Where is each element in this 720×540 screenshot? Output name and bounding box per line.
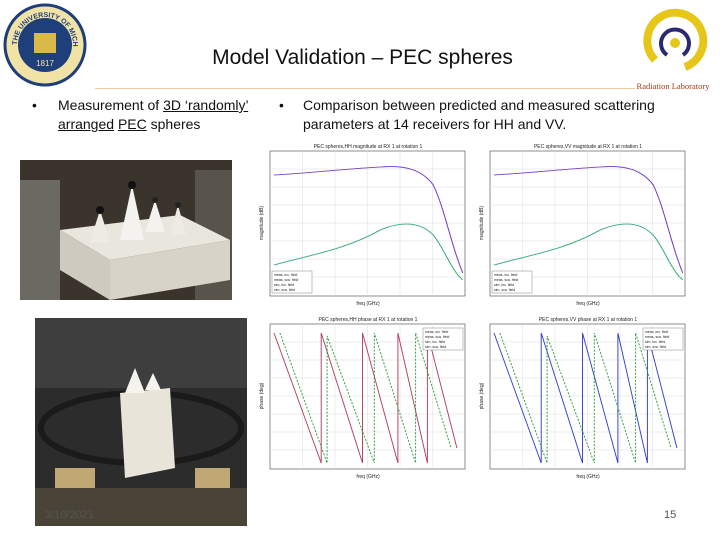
- plot-title: PEC spheres,HH magnitude at RX 1 at rota…: [314, 144, 423, 150]
- plot-curve: [273, 332, 458, 464]
- plot-image: PEC spheres,VV magnitude at RX 1 at rota…: [479, 144, 686, 307]
- legend-entry: sim, inc. field: [425, 340, 445, 344]
- legend-entry: meas, inc. field: [274, 273, 297, 277]
- plot-curves: [493, 166, 684, 281]
- bullet-text: Comparison between predicted and measure…: [303, 96, 708, 134]
- legend-entry: meas, sca. field: [274, 278, 298, 282]
- bullet-segment: PEC: [117, 116, 147, 132]
- plot-curves: [273, 166, 464, 281]
- plot-curve: [493, 223, 684, 281]
- plot-image: PEC spheres,HH magnitude at RX 1 at rota…: [259, 144, 466, 307]
- bullet-segment: Measurement of: [58, 97, 164, 113]
- plot-legend: [642, 327, 684, 351]
- legend-entry: sim, sca. field: [274, 288, 295, 292]
- bullet-segment: 3D ‘randomly’: [163, 97, 249, 113]
- legend-entry: meas, inc. field: [645, 330, 668, 334]
- plot-curve: [493, 166, 684, 274]
- plot-curve: [493, 332, 678, 464]
- legend-entry: sim, sca. field: [645, 345, 666, 349]
- photo-chamber: [35, 318, 247, 526]
- plot-title: PEC spheres,VV magnitude at RX 1 at rota…: [534, 144, 642, 150]
- bullet-segment: spheres: [146, 116, 201, 132]
- plot-title: PEC spheres,HH phase at RX 1 at rotation…: [319, 317, 418, 323]
- legend-entry: sim, inc. field: [645, 340, 665, 344]
- legend-entry: meas, sca. field: [494, 278, 518, 282]
- plot-ylabel: phase (deg): [479, 382, 485, 409]
- plot-curves: [493, 332, 678, 464]
- plot-curves: [273, 332, 458, 464]
- plot-image: PEC spheres,HH phase at RX 1 at rotation…: [259, 317, 466, 480]
- legend-entry: sim, sca. field: [425, 345, 446, 349]
- plot-ylabel: magnitude (dB): [259, 206, 265, 241]
- footer-date: 3/10/2021: [45, 509, 94, 521]
- legend-entry: meas, inc. field: [494, 273, 517, 277]
- page-number: 15: [664, 509, 677, 521]
- bullet-segment: Comparison between predicted and measure…: [303, 97, 655, 132]
- radlab-text: Radiation Laboratory: [637, 81, 711, 91]
- university-seal: THE UNIVERSITY OF MICHIGAN 1817: [3, 3, 87, 87]
- plot-xlabel: freq (GHz): [576, 301, 600, 307]
- legend-entry: sim, sca. field: [494, 288, 515, 292]
- plot-title: PEC spheres,VV phase at RX 1 at rotation…: [539, 317, 638, 323]
- plot-legend: [491, 270, 533, 294]
- legend-entry: sim, inc. field: [494, 283, 514, 287]
- plot-legend: [271, 270, 313, 294]
- plot-image: PEC spheres,VV phase at RX 1 at rotation…: [479, 317, 686, 480]
- plot-ylabel: magnitude (dB): [479, 206, 485, 241]
- legend-entry: meas, sca. field: [645, 335, 669, 339]
- plot-xlabel: freq (GHz): [356, 474, 380, 480]
- plot-curve: [273, 223, 464, 281]
- radlab-logo: Radiation Laboratory: [637, 8, 711, 91]
- legend-entry: sim, inc. field: [274, 283, 294, 287]
- photo-setup: [20, 160, 232, 300]
- bullet-mark: •: [279, 97, 284, 113]
- legend-entry: meas, sca. field: [425, 335, 449, 339]
- plot-ylabel: phase (deg): [259, 382, 265, 409]
- plot-legend: [422, 327, 464, 351]
- plot-curve: [273, 166, 464, 274]
- bullet-mark: •: [32, 97, 37, 113]
- bullet-segment: arranged: [58, 116, 115, 132]
- title-rule: [95, 88, 635, 89]
- seal-year: 1817: [36, 59, 54, 68]
- plot-xlabel: freq (GHz): [576, 474, 600, 480]
- slide-title: Model Validation – PEC spheres: [212, 46, 513, 69]
- legend-entry: meas, inc. field: [425, 330, 448, 334]
- plot-xlabel: freq (GHz): [356, 301, 380, 307]
- bullet-text: Measurement of 3D ‘randomly’ arranged PE…: [58, 96, 273, 134]
